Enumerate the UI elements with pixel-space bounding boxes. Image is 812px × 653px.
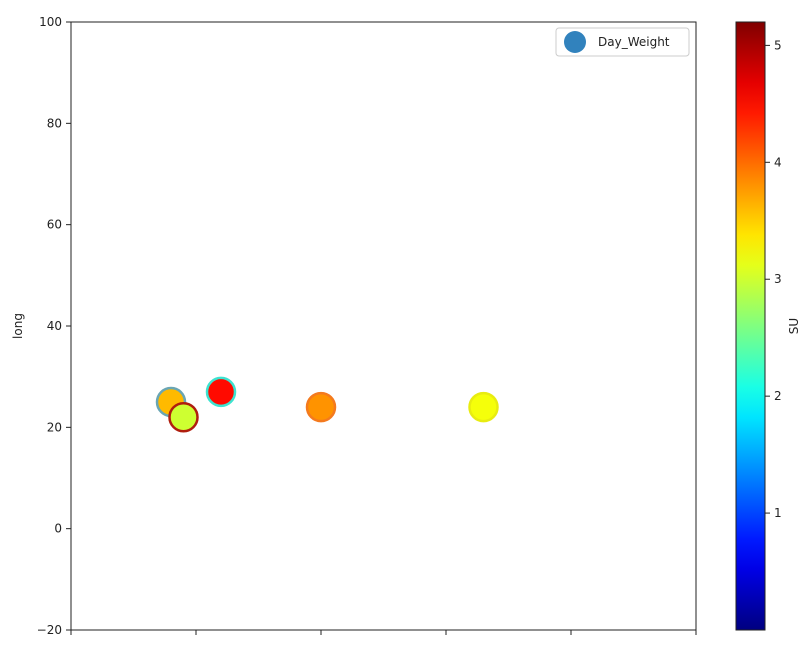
data-point — [468, 391, 499, 423]
colorbar-tick-label: 5 — [774, 38, 782, 52]
data-point — [205, 376, 237, 408]
colorbar-tick-label: 2 — [774, 389, 782, 403]
legend: Day_Weight — [555, 27, 690, 57]
y-axis: −20 0 20 40 60 80 100 — [37, 15, 71, 637]
y-tick-label: 100 — [39, 15, 62, 29]
data-point — [168, 401, 199, 433]
colorbar: 1 2 3 4 5 SU — [735, 21, 801, 631]
colorbar-tick-label: 1 — [774, 506, 782, 520]
y-tick-label: 0 — [54, 522, 62, 536]
colorbar-tick-label: 3 — [774, 272, 782, 286]
y-tick-label: 80 — [47, 116, 62, 130]
colorbar-gradient — [735, 21, 766, 631]
y-tick-label: 40 — [47, 319, 62, 333]
colorbar-label: SU — [787, 318, 801, 334]
data-point — [305, 391, 337, 423]
y-tick-label: −20 — [37, 623, 62, 637]
data-points — [155, 376, 499, 433]
y-tick-label: 60 — [47, 218, 62, 232]
x-axis — [70, 630, 697, 635]
colorbar-tick-label: 4 — [774, 155, 782, 169]
plot-frame — [70, 21, 697, 631]
legend-label: Day_Weight — [598, 35, 670, 49]
legend-marker — [564, 31, 586, 53]
y-axis-label: long — [11, 313, 25, 339]
plot-area — [70, 21, 697, 631]
colorbar-ticks: 1 2 3 4 5 — [765, 38, 782, 520]
y-tick-label: 20 — [47, 420, 62, 434]
legend-box — [555, 27, 690, 57]
